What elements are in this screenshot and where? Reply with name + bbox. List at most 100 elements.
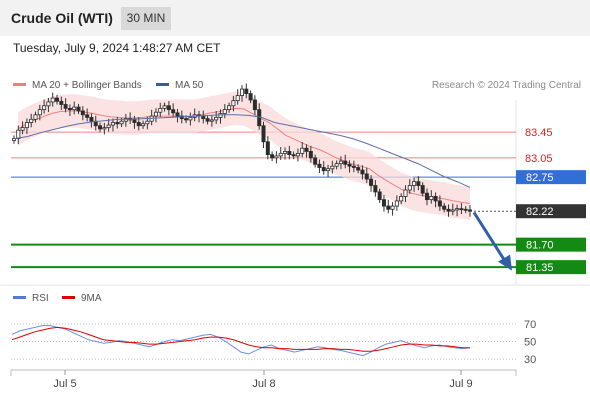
candle-body-102 (450, 209, 455, 212)
candle-body-69 (308, 151, 313, 159)
candle-body-65 (291, 154, 296, 157)
level-label-3: 81.70 (526, 240, 554, 252)
candle-body-53 (239, 88, 244, 96)
research-credit: Research © 2024 Trading Central (431, 80, 581, 91)
candle-body-62 (278, 152, 283, 157)
x-tick-label-2: Jul 9 (449, 378, 472, 390)
candle-body-87 (386, 205, 391, 210)
candle-body-35 (162, 105, 167, 109)
level-label-1: 83.05 (525, 153, 553, 165)
candle-body-49 (222, 109, 227, 114)
candle-body-10 (55, 97, 60, 102)
x-tick-label-0: Jul 5 (53, 378, 76, 390)
candle-body-54 (244, 88, 249, 94)
candle-body-73 (326, 168, 331, 172)
candle-body-38 (175, 112, 180, 117)
candle-body-92 (407, 185, 412, 191)
candle-body-68 (304, 147, 309, 152)
candle-body-88 (390, 205, 395, 210)
chart-datetime: Tuesday, July 9, 2024 1:48:27 AM CET (13, 41, 221, 55)
candle-body-30 (141, 123, 146, 127)
candle-body-14 (72, 106, 77, 111)
rsi-tick-1: 50 (524, 337, 536, 349)
legend-ma20-label: MA 20 + Bollinger Bands (32, 80, 142, 91)
candle-body-11 (59, 100, 64, 105)
candle-body-46 (209, 119, 214, 122)
level-tag-4 (516, 260, 586, 275)
candle-body-67 (300, 147, 305, 154)
candle-body-84 (373, 185, 378, 193)
candle-body-13 (67, 107, 72, 111)
level-tag-3 (516, 237, 586, 252)
x-tick-label-1: Jul 8 (252, 378, 275, 390)
candle-body-64 (287, 151, 292, 156)
candle-body-33 (153, 111, 158, 117)
candle-body-25 (119, 120, 124, 125)
candle-body-82 (364, 173, 369, 180)
candle-body-24 (115, 122, 120, 125)
candle-body-72 (321, 167, 326, 172)
candle-body-5 (33, 114, 38, 120)
candle-body-76 (338, 160, 343, 165)
candle-body-2 (20, 127, 25, 131)
candle-body-71 (317, 163, 322, 168)
candle-body-86 (381, 199, 386, 207)
candle-body-59 (265, 141, 270, 156)
candle-body-78 (347, 163, 352, 167)
candle-body-44 (201, 115, 206, 120)
legend-rsi-ma-swatch (62, 295, 75, 299)
level-label-4: 81.35 (526, 262, 554, 274)
candle-body-52 (235, 95, 240, 102)
candle-body-15 (76, 106, 81, 112)
candle-body-95 (420, 185, 425, 194)
forecast-arrow-head (498, 254, 512, 271)
candle-body-55 (248, 93, 253, 101)
candle-body-98 (433, 196, 438, 202)
candle-body-6 (37, 109, 42, 116)
candle-body-41 (188, 116, 193, 121)
instrument-title: Crude Oil (WTI) (11, 10, 113, 26)
candle-body-29 (136, 122, 141, 127)
legend-ma50-swatch (156, 82, 169, 86)
candle-body-31 (145, 120, 150, 125)
candle-body-58 (261, 125, 266, 143)
level-label-2: 82.75 (526, 172, 554, 184)
candle-body-34 (158, 107, 163, 113)
rsi-line (11, 325, 471, 357)
candle-body-60 (270, 154, 275, 159)
candle-body-50 (227, 105, 232, 111)
candle-body-37 (171, 109, 176, 114)
timeframe-button[interactable]: 30 MIN (121, 7, 171, 30)
candle-body-47 (214, 116, 219, 121)
candle-body-7 (42, 105, 47, 111)
candle-body-70 (313, 157, 318, 165)
candle-body-20 (98, 125, 103, 130)
last-price-tag (516, 204, 586, 219)
candle-body-96 (424, 192, 429, 201)
candle-body-104 (459, 208, 464, 211)
candle-body-101 (446, 208, 451, 212)
candle-body-85 (377, 191, 382, 201)
candle-body-51 (231, 100, 236, 107)
candle-body-66 (295, 152, 300, 157)
candle-body-89 (394, 200, 399, 207)
candle-body-26 (123, 118, 128, 122)
candle-body-23 (110, 122, 115, 126)
legend-ma20-swatch (13, 82, 26, 86)
candle-body-8 (46, 101, 51, 107)
legend-ma50: MA 50 (156, 80, 203, 91)
rsi-ma-line (11, 326, 470, 352)
candle-body-61 (274, 155, 279, 159)
level-tag-2 (516, 170, 586, 185)
candle-body-36 (166, 105, 171, 111)
forecast-arrow-shaft (472, 211, 508, 264)
candle-body-28 (132, 119, 137, 123)
rsi-tick-2: 30 (524, 354, 536, 366)
candle-body-100 (442, 205, 447, 210)
candle-body-3 (24, 122, 29, 129)
legend-ma20: MA 20 + Bollinger Bands (13, 80, 142, 91)
legend-rsi-ma: 9MA (62, 293, 102, 304)
legend-rsi: RSI (13, 293, 49, 304)
candle-body-12 (63, 104, 68, 109)
